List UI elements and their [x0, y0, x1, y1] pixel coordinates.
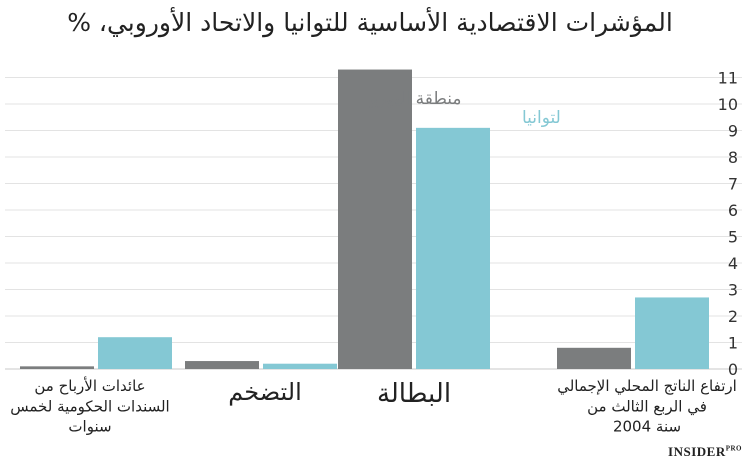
bar-lithuania — [263, 363, 337, 369]
category-label: ارتفاع الناتج المحلي الإجمالي في الربع ال… — [557, 377, 737, 436]
bar-eurozone — [20, 366, 94, 369]
y-tick-label: 5 — [728, 228, 738, 247]
bar-lithuania — [635, 297, 709, 369]
bar-eurozone — [185, 361, 259, 369]
logo-text: INSIDER — [668, 444, 726, 459]
y-tick-label: 0 — [728, 360, 738, 379]
bar-lithuania — [98, 337, 172, 369]
y-tick-label: 11 — [718, 69, 738, 88]
chart-title: المؤشرات الاقتصادية الأساسية للتوانيا وا… — [67, 8, 673, 37]
y-tick-label: 4 — [728, 254, 738, 273]
y-tick-label: 9 — [728, 122, 738, 141]
category-label: البطالة — [377, 379, 451, 409]
y-tick-label: 1 — [728, 334, 738, 353]
legend-lithuania: لتوانيا — [522, 108, 561, 128]
y-tick-label: 8 — [728, 148, 738, 167]
category-label: عائدات الأرباح من السندات الحكومية لخمس سن… — [10, 376, 169, 436]
y-tick-label: 10 — [718, 95, 738, 114]
logo-sup: PRO — [725, 444, 742, 453]
bar-lithuania — [416, 127, 490, 369]
bar-eurozone — [338, 69, 412, 370]
y-tick-label: 3 — [728, 281, 738, 300]
legend-eurozone: منطقة اليورو — [369, 89, 462, 109]
insider-pro-logo: INSIDERPRO — [668, 444, 742, 460]
y-tick-label: 7 — [728, 175, 738, 194]
category-label: التضخم — [228, 378, 302, 406]
y-tick-label: 6 — [728, 201, 738, 220]
y-tick-label: 2 — [728, 307, 738, 326]
bar-eurozone — [557, 347, 631, 369]
